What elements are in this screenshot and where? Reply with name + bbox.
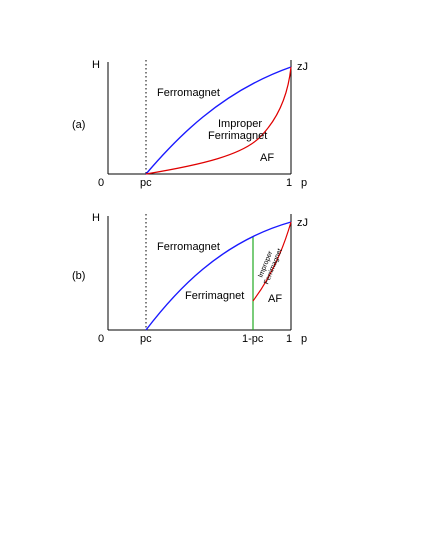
panel-b-label: (b) bbox=[72, 270, 85, 282]
panel-a-x-axis-label: p bbox=[301, 177, 307, 189]
panel-a-ferromagnet-boundary bbox=[145, 66, 292, 175]
panel-b-top-right-label: zJ bbox=[297, 217, 308, 229]
panel-a-af-boundary bbox=[145, 66, 292, 175]
panel-a-pc-text: pc bbox=[140, 177, 152, 189]
panel-a-improper-line1: Improper bbox=[218, 118, 262, 130]
panel-a-top-right-label: zJ bbox=[297, 61, 308, 73]
panel-b-one-minus-pc-label: 1-pc bbox=[242, 333, 264, 345]
panel-a-ferromagnet-region: Ferromagnet bbox=[157, 87, 220, 99]
panel-b-af-boundary bbox=[252, 221, 292, 302]
panel-b-ferromagnet-boundary bbox=[145, 221, 292, 331]
panel-b-origin-label: 0 bbox=[98, 333, 104, 345]
panel-a-label: (a) bbox=[72, 119, 85, 131]
panel-a-improper-line2: Ferrimagnet bbox=[208, 130, 267, 142]
panel-a-pc-label: pc bbox=[140, 177, 152, 189]
panel-a-one-label: 1 bbox=[286, 177, 292, 189]
panel-b-ferrimagnet-region: Ferrimagnet bbox=[185, 290, 244, 302]
panel-b-pc-label: pc bbox=[140, 333, 152, 345]
panel-b: H (b) 0 pc 1-pc 1 p zJ Ferromagnet Ferri… bbox=[72, 212, 308, 345]
panel-a-origin-label: 0 bbox=[98, 177, 104, 189]
panel-a-y-axis-label: H bbox=[92, 59, 100, 71]
panel-b-one-label: 1 bbox=[286, 333, 292, 345]
panel-b-af-region: AF bbox=[268, 293, 282, 305]
panel-b-y-axis-label: H bbox=[92, 212, 100, 224]
panel-a: H (a) 0 pc 1 p zJ Ferromagnet Improper F… bbox=[72, 59, 308, 189]
panel-b-ferromagnet-region: Ferromagnet bbox=[157, 241, 220, 253]
panel-a-af-region: AF bbox=[260, 152, 274, 164]
panel-b-pc-text: pc bbox=[140, 333, 152, 345]
panel-b-x-axis-label: p bbox=[301, 333, 307, 345]
panel-b-improper-label: Improper Ferrimagnet bbox=[257, 248, 284, 286]
